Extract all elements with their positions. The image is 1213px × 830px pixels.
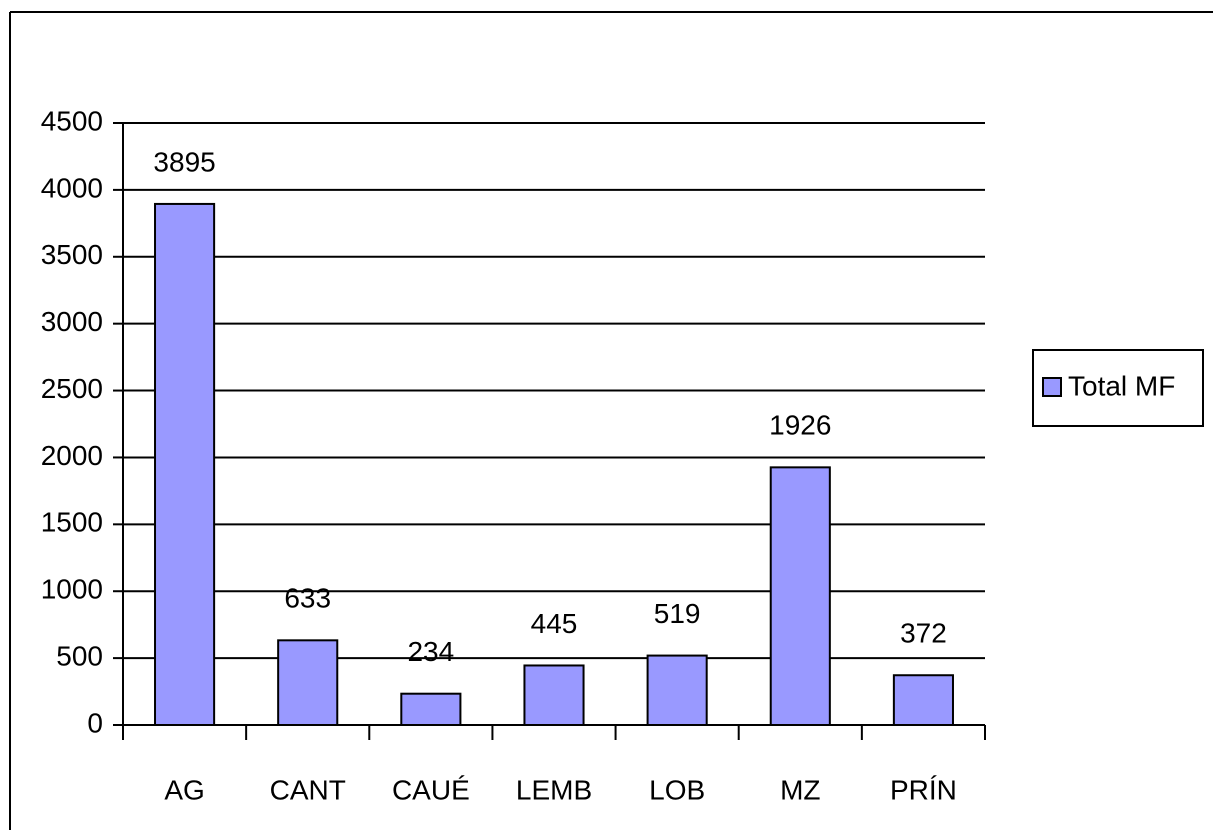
bar [523, 664, 585, 726]
y-tick-label: 4000 [41, 172, 103, 203]
bar [646, 654, 708, 726]
bar [892, 674, 954, 727]
legend-swatch [1042, 377, 1062, 397]
y-tick-label: 2000 [41, 440, 103, 471]
bar [154, 202, 216, 727]
x-tick-label: CAUÉ [392, 774, 470, 805]
data-label: 1926 [769, 410, 831, 441]
y-tick-label: 500 [56, 641, 103, 672]
data-label: 445 [531, 608, 578, 639]
x-tick-label: AG [164, 774, 204, 805]
y-tick-label: 3000 [41, 306, 103, 337]
legend-label: Total MF [1068, 370, 1175, 401]
x-tick-label: LOB [649, 774, 705, 805]
y-tick-label: 0 [87, 707, 103, 738]
y-tick-label: 2500 [41, 373, 103, 404]
x-tick-label: CANT [270, 774, 346, 805]
y-tick-label: 4500 [41, 105, 103, 136]
y-tick-label: 1000 [41, 574, 103, 605]
bar [400, 692, 462, 726]
x-tick-label: PRÍN [890, 774, 957, 805]
data-label: 234 [407, 636, 454, 667]
x-tick-label: MZ [780, 774, 820, 805]
bar [277, 639, 339, 726]
bar [769, 466, 831, 726]
data-label: 3895 [153, 146, 215, 177]
x-tick-label: LEMB [516, 774, 592, 805]
data-label: 633 [284, 583, 331, 614]
y-tick-label: 1500 [41, 507, 103, 538]
data-label: 519 [654, 598, 701, 629]
data-label: 372 [900, 618, 947, 649]
y-tick-label: 3500 [41, 239, 103, 270]
